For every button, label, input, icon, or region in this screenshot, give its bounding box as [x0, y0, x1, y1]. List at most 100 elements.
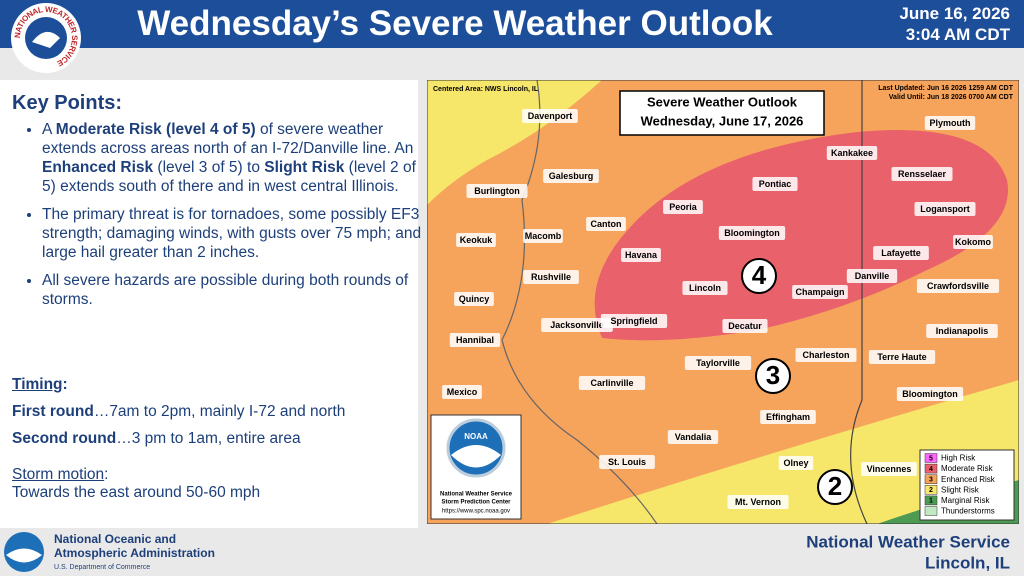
text-run: Storm motion — [12, 466, 105, 483]
legend: 5 High Risk 4 Moderate Risk 3 Enhanced Risk 2 S… — [924, 453, 996, 516]
city-label-box — [449, 333, 501, 347]
text-run: Slight Risk — [264, 159, 345, 176]
city-label: Burlington — [474, 186, 520, 196]
legend-swatch — [924, 485, 938, 495]
city-label-box — [456, 233, 496, 247]
text-run: The primary threat is for tornadoes, som… — [42, 206, 422, 261]
footer-noaa-gull — [6, 548, 42, 563]
legend-number: 5 — [929, 455, 933, 462]
city-label: Quincy — [459, 294, 490, 304]
city-label-box — [466, 184, 528, 198]
city-label-box — [718, 226, 786, 240]
detail-line: Towards the east around 50-60 mph — [12, 484, 412, 502]
legend-label: Thunderstorms — [941, 507, 995, 516]
org-line2: Atmospheric Administration — [54, 546, 215, 560]
noaa-gull — [451, 445, 501, 468]
legend-label: Slight Risk — [941, 485, 980, 494]
city-label-box — [522, 109, 578, 123]
risk-number: 3 — [766, 360, 780, 390]
risk-number: 2 — [828, 471, 842, 501]
city-label: Rensselaer — [898, 169, 947, 179]
city-label: Mexico — [447, 387, 478, 397]
city-label: Charleston — [802, 350, 849, 360]
city-label: Kankakee — [831, 148, 873, 158]
city-label-box — [873, 246, 929, 260]
time: 3:04 AM CDT — [905, 25, 1010, 44]
last-updated: Last Updated: Jun 16 2026 1259 AM CDT — [878, 85, 1013, 92]
map-title: Severe Weather Outlook — [647, 94, 798, 109]
text-run: : — [104, 466, 109, 483]
footer — [0, 528, 1024, 576]
city-label-box — [599, 455, 655, 469]
city-label: Macomb — [525, 231, 562, 241]
bullet-list: A Moderate Risk (level 4 of 5) of severe… — [16, 120, 432, 318]
city-label: Effingham — [766, 412, 810, 422]
city-label-box — [684, 356, 752, 370]
org-line1: National Oceanic and — [54, 532, 176, 546]
city-label-box — [523, 270, 579, 284]
city-label: Pontiac — [759, 179, 792, 189]
city-label: Springfield — [611, 316, 658, 326]
city-label-box — [861, 462, 917, 476]
text-run: Moderate Risk (level 4 of 5) — [55, 121, 256, 138]
text-run: (level 3 of 5) to — [153, 159, 265, 176]
city-label-box — [727, 495, 789, 509]
bullet: The primary threat is for tornadoes, som… — [42, 205, 432, 262]
outlook-map: Centered Area: NWS Lincoln, IL Last Upda… — [427, 80, 1019, 524]
city-label-box — [442, 385, 482, 399]
city-label-box — [621, 248, 661, 262]
city-label: Havana — [625, 250, 658, 260]
city-label: Danville — [855, 271, 890, 281]
detail-line: Timing: — [12, 376, 412, 394]
city-label: Lafayette — [881, 248, 921, 258]
nws-logo: NATIONAL WEATHER SERVICE — [11, 3, 81, 73]
text-run: A — [42, 121, 56, 138]
legend-label: Enhanced Risk — [941, 475, 996, 484]
city-label-box — [792, 285, 848, 299]
city-label-box — [543, 169, 599, 183]
legend-swatch — [924, 474, 938, 484]
city-label-box — [868, 350, 936, 364]
legend-label: High Risk — [941, 454, 976, 463]
text-run: Enhanced Risk — [42, 159, 154, 176]
risk-circle — [755, 358, 791, 394]
city-label-box — [826, 146, 878, 160]
city-label-box — [896, 387, 964, 401]
bullet: A Moderate Risk (level 4 of 5) of severe… — [42, 120, 432, 196]
bullet: All severe hazards are possible during b… — [42, 271, 432, 309]
centered-area: Centered Area: NWS Lincoln, IL — [433, 86, 539, 93]
legend-label: Moderate Risk — [941, 464, 994, 473]
text-run: Towards the east around 50-60 mph — [12, 484, 261, 501]
legend-swatch — [924, 463, 938, 474]
text-run: : — [62, 376, 68, 393]
location: Lincoln, IL — [925, 553, 1010, 572]
city-label: Bloomington — [902, 389, 958, 399]
text-run: …3 pm to 1am, entire area — [116, 430, 301, 447]
city-label: Keokuk — [460, 235, 494, 245]
city-label-box — [663, 200, 703, 214]
city-label: Kokomo — [955, 237, 992, 247]
city-label-box — [760, 410, 816, 424]
city-label-box — [523, 229, 563, 243]
detail-line: First round…7am to 2pm, mainly I-72 and … — [12, 403, 412, 421]
city-label: Terre Haute — [877, 352, 926, 362]
city-label: Olney — [783, 458, 808, 468]
city-label: Canton — [591, 219, 622, 229]
city-label: Galesburg — [549, 171, 594, 181]
details: Timing: First round…7am to 2pm, mainly I-… — [12, 376, 412, 511]
logo-cloud — [32, 31, 60, 48]
risk-number: 4 — [752, 260, 767, 290]
header-bar — [0, 0, 1024, 48]
city-label: Champaign — [795, 287, 844, 297]
city-label: Logansport — [920, 204, 970, 214]
city-label-box — [578, 376, 646, 390]
city-label: Davenport — [528, 111, 573, 121]
legend-number: 3 — [929, 477, 933, 484]
city-label: Vincennes — [867, 464, 912, 474]
city-label-box — [682, 281, 728, 295]
risk-circle — [741, 258, 777, 294]
city-label-box — [926, 324, 998, 338]
city-label-box — [914, 202, 976, 216]
slight-area-se — [547, 380, 1019, 524]
left-panel — [0, 80, 418, 528]
